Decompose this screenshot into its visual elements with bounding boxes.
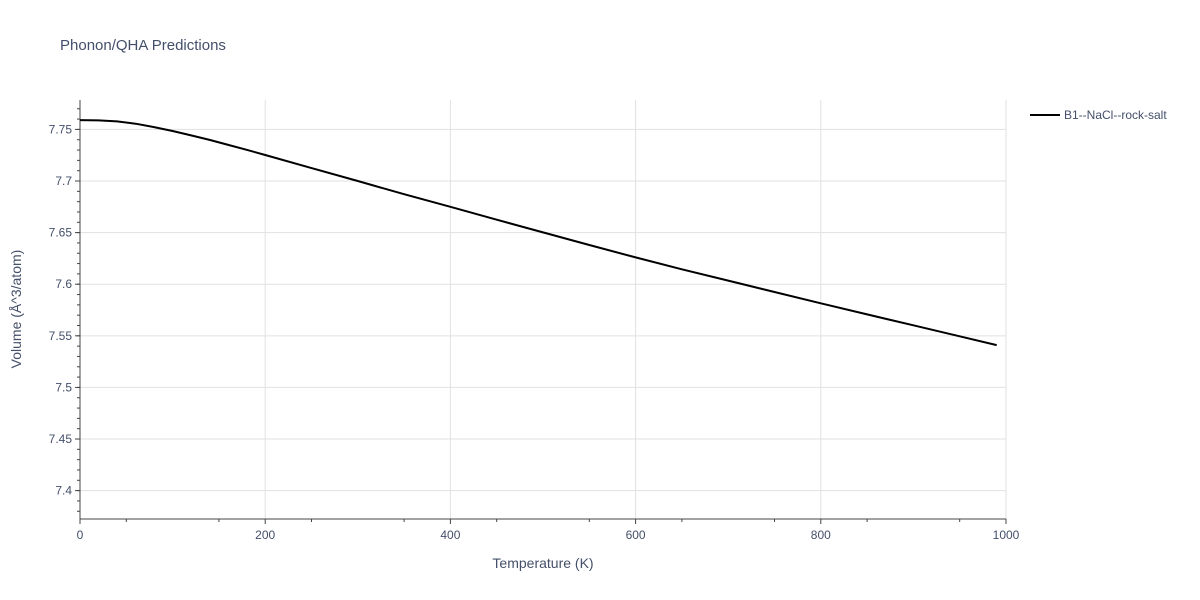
y-tick-label: 7.5 <box>55 380 72 394</box>
y-tick-label: 7.7 <box>55 174 72 188</box>
axes <box>79 100 1006 520</box>
y-axis-title: Volume (Å^3/atom) <box>8 250 24 369</box>
y-tick-label: 7.55 <box>49 329 73 343</box>
series <box>79 119 997 347</box>
x-tick-label: 400 <box>440 528 460 542</box>
y-tick-label: 7.45 <box>49 432 73 446</box>
legend-label: B1--NaCl--rock-salt <box>1064 108 1167 122</box>
y-tick-label: 7.75 <box>49 122 73 136</box>
x-tick-label: 200 <box>255 528 275 542</box>
grid <box>80 100 1007 519</box>
legend[interactable]: B1--NaCl--rock-salt <box>1030 108 1167 122</box>
series-line[interactable] <box>79 119 997 347</box>
x-axis-title: Temperature (K) <box>492 555 593 571</box>
y-tick-label: 7.65 <box>49 226 73 240</box>
x-tick-label: 600 <box>626 528 646 542</box>
x-tick-label: 800 <box>811 528 831 542</box>
x-tick-label: 0 <box>77 528 84 542</box>
x-tick-label: 1000 <box>993 528 1020 542</box>
y-tick-label: 7.4 <box>55 484 72 498</box>
y-tick-label: 7.6 <box>55 277 72 291</box>
ticks: 0 200 400 600 800 1000 7.4 7.45 7.5 7.55 7.6 7.65 7.… <box>49 108 1020 542</box>
chart-title: Phonon/QHA Predictions <box>60 37 226 54</box>
